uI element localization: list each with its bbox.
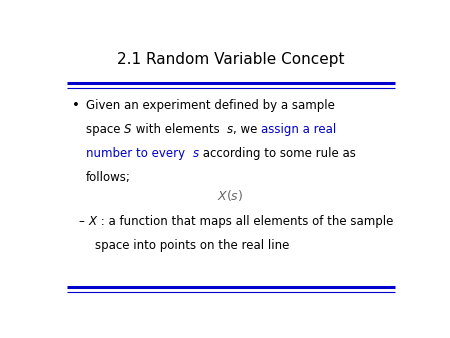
Text: according to some rule as: according to some rule as	[198, 147, 356, 160]
Text: •: •	[72, 99, 80, 112]
Text: number to every: number to every	[86, 147, 193, 160]
Text: s: s	[227, 123, 233, 136]
Text: : a function that maps all elements of the sample: : a function that maps all elements of t…	[97, 215, 393, 228]
Text: space: space	[86, 123, 124, 136]
Text: $X(s)$: $X(s)$	[217, 188, 244, 202]
Text: Given an experiment defined by a sample: Given an experiment defined by a sample	[86, 99, 335, 112]
Text: follows;: follows;	[86, 171, 131, 184]
Text: 2.1 Random Variable Concept: 2.1 Random Variable Concept	[117, 52, 344, 67]
Text: , we: , we	[233, 123, 261, 136]
Text: with elements: with elements	[132, 123, 227, 136]
Text: –: –	[79, 215, 89, 228]
Text: space into points on the real line: space into points on the real line	[95, 239, 290, 252]
Text: S: S	[124, 123, 132, 136]
Text: s: s	[193, 147, 198, 160]
Text: assign a real: assign a real	[261, 123, 337, 136]
Text: X: X	[89, 215, 97, 228]
